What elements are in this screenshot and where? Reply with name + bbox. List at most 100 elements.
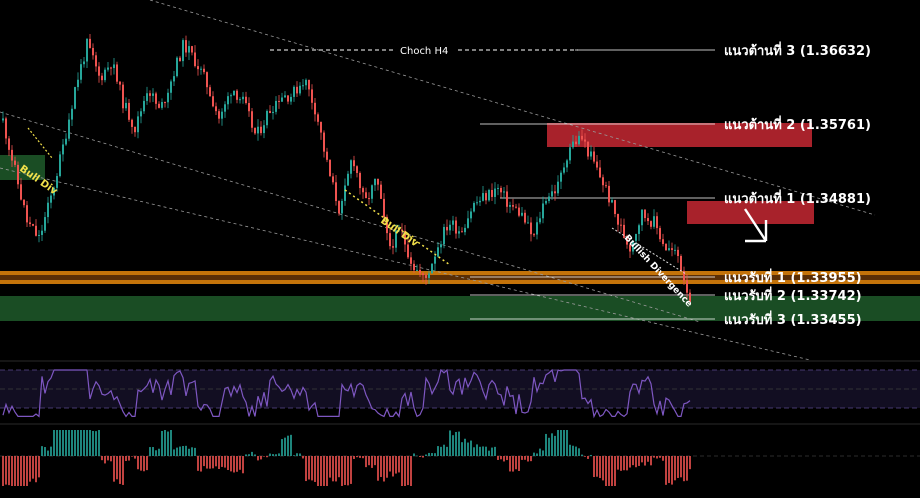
candle: [527, 215, 529, 224]
candle: [401, 223, 403, 237]
histogram-bar: [497, 456, 499, 460]
histogram-bar: [80, 430, 82, 456]
histogram-bar: [614, 456, 616, 486]
candle: [524, 209, 526, 225]
histogram-bar: [560, 430, 562, 456]
candle: [125, 97, 127, 111]
candle: [503, 187, 505, 199]
candle: [209, 84, 211, 97]
candle: [512, 198, 514, 211]
histogram-bar: [623, 456, 625, 471]
level-label-support-3: แนวรับที่ 1 (1.33955): [724, 268, 862, 286]
candle: [677, 246, 679, 263]
histogram-bar: [584, 456, 586, 457]
histogram-bar: [101, 456, 103, 461]
candle: [224, 101, 226, 118]
histogram-bar: [353, 456, 355, 460]
candle: [269, 105, 271, 114]
histogram-bar: [671, 456, 673, 485]
bull-div-line-1: [27, 127, 53, 159]
zone-supply-0: [547, 123, 812, 147]
histogram-bar: [38, 456, 40, 478]
histogram-bar: [488, 450, 490, 456]
candle: [248, 97, 250, 117]
histogram-bar: [314, 456, 316, 482]
histogram-bar: [176, 447, 178, 456]
histogram-bar: [551, 433, 553, 456]
histogram-bar: [548, 437, 550, 456]
histogram-bar: [122, 456, 124, 485]
histogram-bar: [299, 453, 301, 456]
candle: [155, 91, 157, 110]
candle: [554, 184, 556, 201]
histogram-bar: [50, 446, 52, 456]
histogram-bar: [644, 456, 646, 466]
candle: [659, 225, 661, 242]
candle: [641, 208, 643, 231]
bullish-div-line: [611, 227, 687, 275]
histogram-bar: [359, 456, 361, 458]
candle: [116, 61, 118, 84]
candle: [419, 263, 421, 277]
candle: [518, 203, 520, 218]
candle: [221, 108, 223, 126]
candle: [539, 211, 541, 225]
histogram-bar: [224, 456, 226, 468]
histogram-bar: [527, 456, 529, 462]
histogram-bar: [503, 456, 505, 462]
histogram-bar: [263, 456, 265, 457]
candle: [131, 118, 133, 134]
candle: [98, 62, 100, 83]
histogram-bar: [329, 456, 331, 478]
candle: [572, 135, 574, 150]
bull-div-label-2: Bull Div: [378, 215, 420, 249]
histogram-bar: [293, 455, 295, 456]
candle: [500, 185, 502, 198]
histogram-bar: [305, 456, 307, 482]
candle: [425, 273, 427, 285]
histogram-bar: [68, 430, 70, 456]
candle: [254, 127, 256, 135]
histogram-bar: [491, 447, 493, 456]
candle: [14, 156, 16, 168]
histogram-bar: [248, 454, 250, 456]
candle: [176, 56, 178, 78]
candle: [203, 64, 205, 75]
histogram-bar: [641, 456, 643, 463]
candle: [86, 38, 88, 69]
candle: [362, 186, 364, 199]
histogram-bar: [401, 456, 403, 486]
histogram-bar: [470, 440, 472, 456]
histogram-bar: [464, 438, 466, 456]
candle: [671, 242, 673, 257]
candle: [356, 165, 358, 178]
candle: [521, 207, 523, 217]
candle: [143, 95, 145, 114]
histogram-bar: [380, 456, 382, 477]
candle: [173, 71, 175, 86]
candle: [293, 85, 295, 102]
candle: [317, 112, 319, 126]
candle: [440, 240, 442, 254]
histogram-bar: [245, 454, 247, 456]
candle: [392, 239, 394, 255]
candle: [320, 121, 322, 140]
histogram-bar: [14, 456, 16, 486]
histogram-bar: [215, 456, 217, 467]
histogram-bar: [683, 456, 685, 482]
histogram-bar: [611, 456, 613, 486]
candle: [644, 208, 646, 222]
histogram-bar: [113, 456, 115, 482]
histogram-bar: [605, 456, 607, 486]
candle: [617, 213, 619, 232]
histogram-bar: [200, 456, 202, 472]
histogram-bar: [164, 430, 166, 456]
candle: [290, 93, 292, 105]
histogram-bar: [569, 444, 571, 456]
candle: [59, 151, 61, 178]
candle: [479, 196, 481, 207]
candle: [83, 57, 85, 68]
candle: [374, 178, 376, 191]
candle: [95, 51, 97, 72]
candle: [491, 183, 493, 201]
